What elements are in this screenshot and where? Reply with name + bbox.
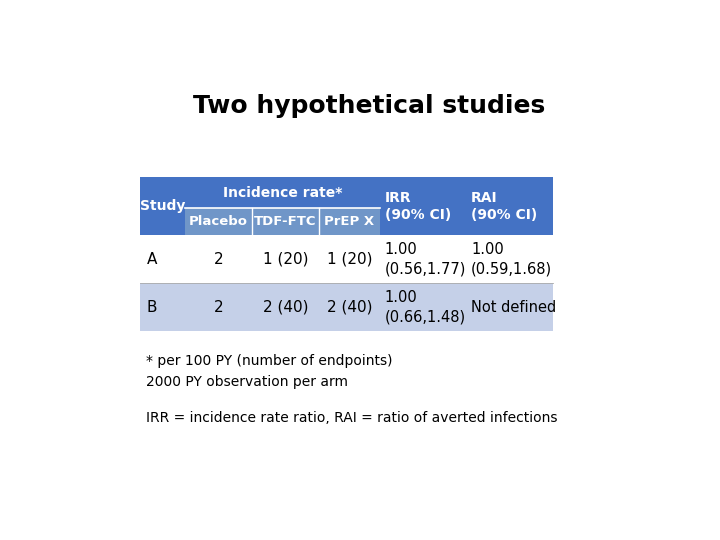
Bar bbox=[380, 177, 467, 235]
Bar bbox=[140, 177, 185, 235]
Bar bbox=[185, 208, 252, 235]
Bar bbox=[252, 208, 319, 235]
Text: TDF-FTC: TDF-FTC bbox=[254, 215, 317, 228]
Bar bbox=[185, 177, 380, 208]
Text: A: A bbox=[147, 252, 157, 267]
Bar bbox=[319, 208, 380, 235]
Text: 2: 2 bbox=[214, 300, 223, 314]
Text: 1.00
(0.56,1.77): 1.00 (0.56,1.77) bbox=[384, 242, 466, 276]
Bar bbox=[467, 177, 553, 235]
Text: 1 (20): 1 (20) bbox=[263, 252, 308, 267]
Text: RAI
(90% CI): RAI (90% CI) bbox=[471, 191, 537, 222]
Text: 2000 PY observation per arm: 2000 PY observation per arm bbox=[145, 375, 348, 389]
Bar bbox=[140, 283, 553, 331]
Text: PrEP X: PrEP X bbox=[325, 215, 374, 228]
Text: Placebo: Placebo bbox=[189, 215, 248, 228]
Text: Study: Study bbox=[140, 199, 185, 213]
Text: Not defined: Not defined bbox=[471, 300, 557, 314]
Text: IRR = incidence rate ratio, RAI = ratio of averted infections: IRR = incidence rate ratio, RAI = ratio … bbox=[145, 411, 557, 425]
Text: 1.00
(0.59,1.68): 1.00 (0.59,1.68) bbox=[471, 242, 552, 276]
Text: Incidence rate*: Incidence rate* bbox=[222, 186, 342, 200]
Text: 2: 2 bbox=[214, 252, 223, 267]
Text: IRR
(90% CI): IRR (90% CI) bbox=[384, 191, 451, 222]
Text: B: B bbox=[147, 300, 158, 314]
Text: 1.00
(0.66,1.48): 1.00 (0.66,1.48) bbox=[384, 289, 466, 325]
Bar bbox=[140, 235, 553, 283]
Text: 2 (40): 2 (40) bbox=[263, 300, 308, 314]
Text: Two hypothetical studies: Two hypothetical studies bbox=[193, 94, 545, 118]
Text: * per 100 PY (number of endpoints): * per 100 PY (number of endpoints) bbox=[145, 354, 392, 368]
Text: 2 (40): 2 (40) bbox=[327, 300, 372, 314]
Text: 1 (20): 1 (20) bbox=[327, 252, 372, 267]
